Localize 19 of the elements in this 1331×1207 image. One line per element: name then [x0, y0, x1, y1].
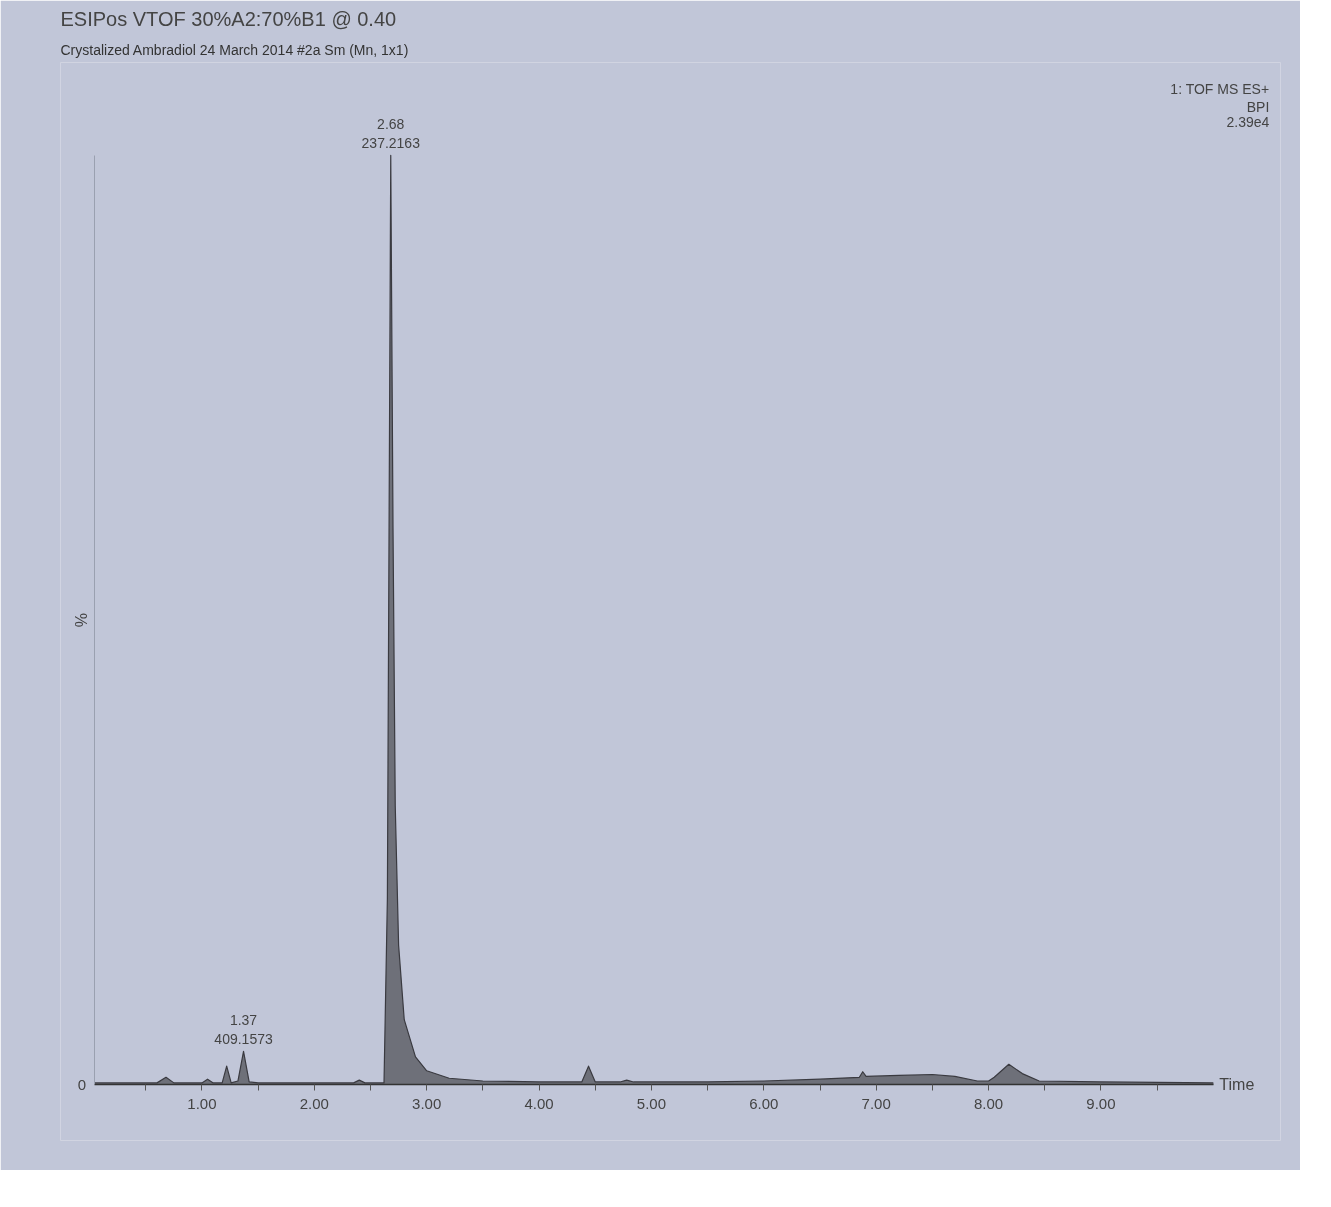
x-tick-label: 7.00 — [861, 1094, 891, 1112]
x-tick-label: 6.00 — [749, 1094, 779, 1112]
x-tick-label: 3.00 — [412, 1094, 442, 1112]
annotation: 1.37 409.1573 — [214, 1012, 273, 1048]
x-tick-label: 8.00 — [973, 1094, 1004, 1112]
x-tick-label: 4.00 — [524, 1094, 554, 1112]
x-axis-title: Time — [1219, 1076, 1255, 1094]
x-tick-label: 1.00 — [187, 1094, 217, 1112]
chart-title: ESIPos VTOF 30%A2:70%B1 @ 0.40 — [60, 7, 397, 30]
text: 1: TOF MS ES+ — [1170, 81, 1270, 98]
x-tick-label: 9.00 — [1086, 1094, 1116, 1112]
x-tick-label: 5.00 — [636, 1094, 667, 1112]
text: 0 — [77, 1075, 87, 1093]
x-tick-label: 2.00 — [299, 1094, 329, 1112]
chart-subtitle: Crystalized Ambradiol 24 March 2014 #2a Sm (Mn, 1x1) — [60, 41, 409, 58]
y-axis-title: % — [72, 612, 90, 628]
annotation: 2.68 237.2163 — [361, 116, 421, 152]
text: BPI — [1246, 99, 1270, 116]
text: 2.39e4 — [1226, 114, 1270, 131]
